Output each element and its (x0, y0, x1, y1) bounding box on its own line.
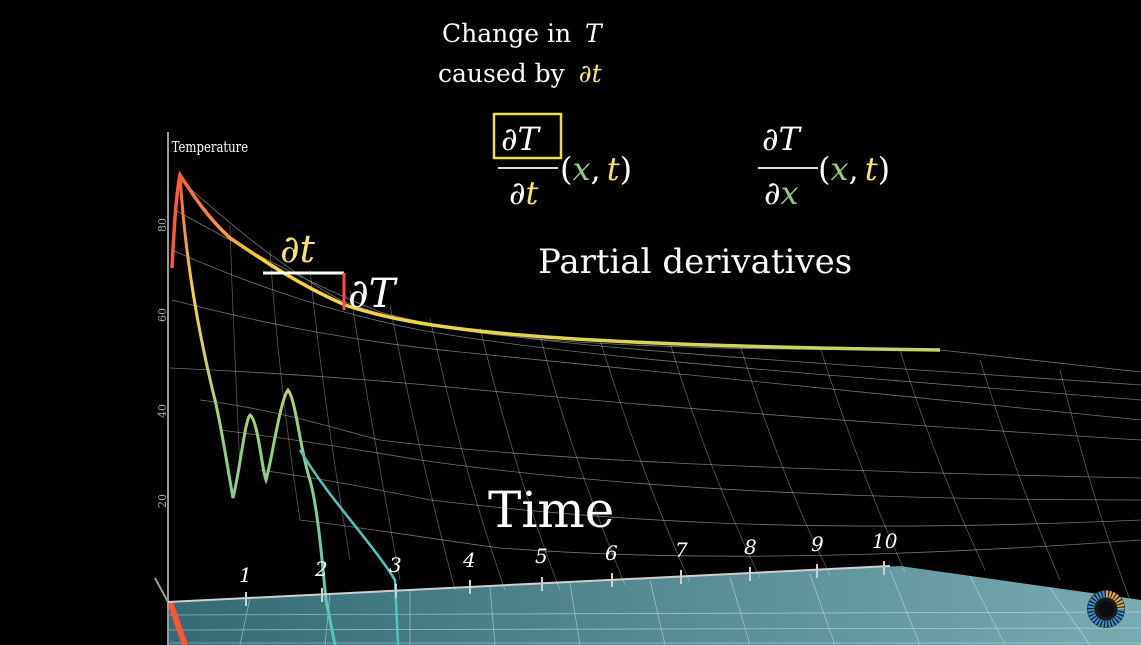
formula-dx-denominator-d: ∂ (764, 174, 781, 212)
formula-dt-open: ( (560, 150, 572, 188)
time-axis-line (167, 565, 891, 603)
caption-line2-var: ∂t (579, 59, 603, 88)
time-tick-label: 4 (462, 548, 476, 572)
formula-dx-denominator-var: x (781, 174, 799, 212)
formula-dt-arg-x: x (572, 150, 590, 188)
caption: Change in T caused by ∂t (438, 19, 604, 88)
formula-dx-arg-x: x (830, 150, 848, 188)
temperature-tick: 40 (156, 404, 169, 418)
formula-dx-arg-t: t (865, 150, 878, 188)
formula-dx-args: (x, t) (818, 150, 890, 188)
formula-dt-denominator-d: ∂ (509, 174, 526, 212)
time-tick-label: 8 (744, 535, 757, 559)
formula-dx-numerator: ∂T (762, 120, 803, 158)
initial-profile-curve (178, 174, 337, 645)
caption-line1-var: T (585, 19, 604, 48)
time-tick-label: 6 (605, 541, 618, 565)
profile-tail (298, 449, 400, 645)
dT-label: ∂T (348, 271, 399, 317)
formula-dt-denominator: ∂t (509, 174, 539, 212)
formula-dt-close: ) (620, 150, 632, 188)
formula-dt-args: (x, t) (560, 150, 632, 188)
temperature-tick: 20 (156, 494, 169, 508)
time-tick-label: 3 (389, 553, 402, 577)
floor-grid (167, 569, 1141, 645)
temperature-tick: 80 (156, 218, 169, 232)
dt-label: ∂t (280, 227, 316, 271)
caption-line2: caused by ∂t (438, 59, 603, 88)
formula-dt-numerator: ∂T (501, 120, 542, 158)
time-tick-label: 5 (535, 544, 548, 568)
surface-crosslines (229, 224, 1131, 601)
temperature-axis-foot (154, 577, 169, 603)
temperature-tick: 60 (156, 308, 169, 322)
time-tick-label: 10 (872, 529, 898, 553)
formula-dx-comma: , (849, 150, 859, 188)
formula-dT-dx: ∂T ∂x (x, t) (758, 120, 890, 212)
formula-dt-comma: , (591, 150, 601, 188)
formula-dx-denominator: ∂x (764, 174, 799, 212)
time-axis-label: Time (488, 481, 614, 539)
time-tick-labels: 1 2 3 4 5 6 7 8 9 10 (239, 529, 898, 587)
time-tick-label: 1 (239, 563, 252, 587)
time-tick-label: 9 (811, 532, 824, 556)
formula-dt-denominator-var: t (526, 174, 539, 212)
numerator-highlight-box (492, 112, 563, 160)
caption-line1: Change in T (442, 19, 604, 48)
temperature-ticks: 80 60 40 20 (156, 218, 169, 508)
floor-color-bar (167, 601, 188, 645)
floor-plane (168, 566, 1141, 645)
loading-ring-icon (1087, 590, 1125, 628)
subtitle: Partial derivatives (538, 242, 852, 282)
caption-line1-text: Change in (442, 19, 571, 48)
formula-dT-dt: ∂T ∂t (x, t) (492, 112, 632, 212)
time-axis-ticks (245, 561, 885, 606)
time-tick-label: 7 (675, 538, 688, 562)
formula-dx-close: ) (878, 150, 890, 188)
formula-dx-open: ( (818, 150, 830, 188)
time-tick-label: 2 (314, 557, 328, 581)
temperature-axis-label: Temperature (172, 140, 249, 157)
caption-line2-text: caused by (438, 59, 566, 88)
formula-dt-arg-t: t (607, 150, 620, 188)
